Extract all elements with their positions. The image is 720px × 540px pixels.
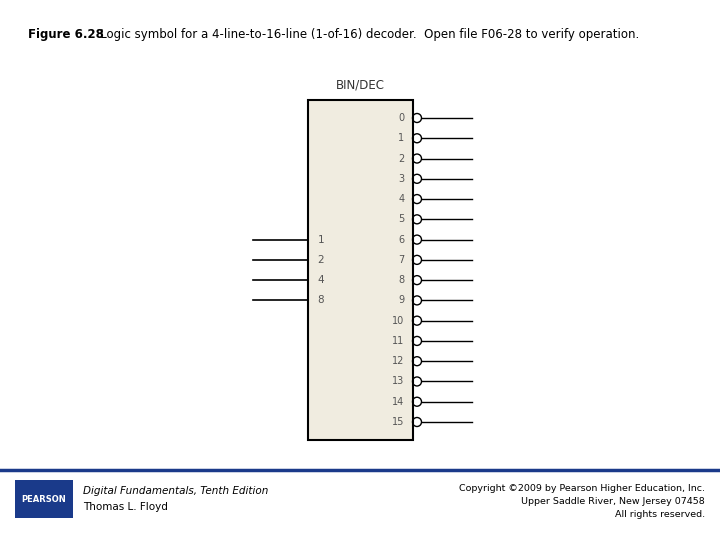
Text: 4: 4 [318,275,324,285]
Text: 8: 8 [398,275,405,285]
Text: 13: 13 [392,376,405,387]
Text: Logic symbol for a 4-line-to-16-line (1-of-16) decoder.  Open file F06-28 to ver: Logic symbol for a 4-line-to-16-line (1-… [89,28,639,41]
Text: 5: 5 [398,214,405,224]
Text: 4: 4 [398,194,405,204]
Text: 0: 0 [398,113,405,123]
Text: 2: 2 [398,153,405,164]
Text: BIN/DEC: BIN/DEC [336,79,384,92]
Text: 11: 11 [392,336,405,346]
Text: 1: 1 [318,234,324,245]
Bar [307,100,413,440]
Text: Copyright ©2009 by Pearson Higher Education, Inc.
Upper Saddle River, New Jersey: Copyright ©2009 by Pearson Higher Educat… [459,484,705,519]
Text: 7: 7 [398,255,405,265]
Text: 2: 2 [318,255,324,265]
Text: 14: 14 [392,397,405,407]
Text: Digital Fundamentals, Tenth Edition: Digital Fundamentals, Tenth Edition [83,486,269,496]
Text: 6: 6 [398,234,405,245]
Text: 9: 9 [398,295,405,306]
Text: Figure 6.28: Figure 6.28 [28,28,104,41]
Text: 15: 15 [392,417,405,427]
Text: 8: 8 [318,295,324,306]
Text: 10: 10 [392,316,405,326]
Text: 3: 3 [398,174,405,184]
Text: Thomas L. Floyd: Thomas L. Floyd [83,502,168,512]
Bar [15,480,73,518]
Text: PEARSON: PEARSON [22,495,66,503]
Text: 12: 12 [392,356,405,366]
Text: 1: 1 [398,133,405,143]
